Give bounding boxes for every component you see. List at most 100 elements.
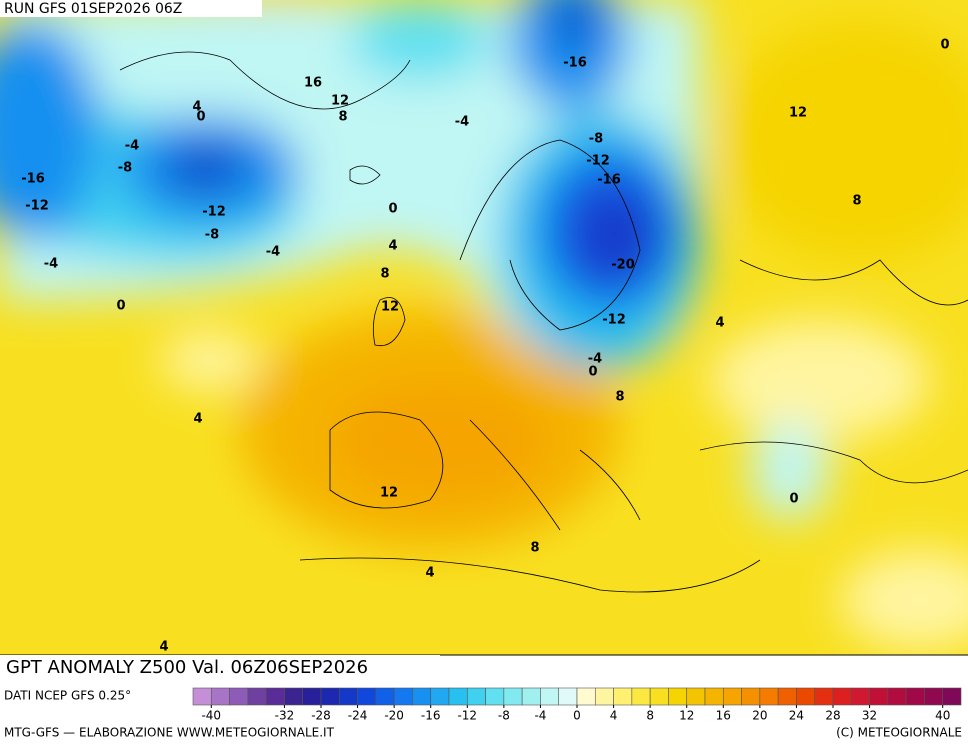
contour-label: -12: [25, 199, 49, 214]
title-box: [0, 655, 440, 682]
colorbar-tick-label: -12: [457, 709, 477, 723]
coastlines: [119, 51, 968, 593]
source-label: DATI NCEP GFS 0.25°: [4, 689, 131, 703]
colorbar-swatch: [869, 687, 889, 706]
colorbar-swatch: [704, 687, 724, 706]
colorbar-swatch: [905, 687, 925, 706]
colorbar-swatch: [777, 687, 797, 706]
colorbar-swatch: [540, 687, 560, 706]
anomaly-field: [0, 0, 968, 650]
colorbar-swatch: [850, 687, 870, 706]
colorbar-swatch: [924, 687, 944, 706]
contour-label: 0: [940, 38, 949, 53]
colorbar-swatch: [558, 687, 578, 706]
contour-label: -4: [125, 139, 139, 154]
colorbar-swatch: [485, 687, 505, 706]
contour-label: 0: [116, 299, 125, 314]
colorbar-swatch: [722, 687, 742, 706]
colorbar-swatch: [613, 687, 633, 706]
colorbar-tick-label: 24: [789, 709, 804, 723]
contour-label: 4: [388, 239, 397, 254]
contour-label: 16: [304, 76, 322, 91]
colorbar-tick-label: -32: [275, 709, 295, 723]
colorbar-swatch: [412, 687, 432, 706]
colorbar-tick-label: 4: [610, 709, 618, 723]
colorbar-tick-label: -8: [498, 709, 510, 723]
contour-label: 4: [192, 100, 201, 115]
colorbar-tick-label: -4: [534, 709, 546, 723]
colorbar-swatch: [338, 687, 358, 706]
colorbar-swatch: [832, 687, 852, 706]
contour-label: -4: [455, 115, 469, 130]
contour-label: -16: [21, 172, 45, 187]
colorbar-swatch: [247, 687, 267, 706]
contour-label: 4: [193, 412, 202, 427]
colorbar-swatch: [796, 687, 816, 706]
colorbar-swatch: [430, 687, 450, 706]
colorbar-swatch: [686, 687, 706, 706]
colorbar-tick-label: -24: [348, 709, 368, 723]
colorbar-swatch: [229, 687, 249, 706]
colorbar-tick-label: -16: [421, 709, 441, 723]
run-header: RUN GFS 01SEP2026 06Z: [4, 1, 182, 17]
contour-label: 12: [381, 300, 399, 315]
colorbar-swatch: [375, 687, 395, 706]
colorbar-tick-label: -20: [384, 709, 404, 723]
contour-label: -12: [586, 154, 610, 169]
contour-label: -8: [118, 161, 132, 176]
colorbar-swatch: [393, 687, 413, 706]
colorbar-tick-label: -40: [201, 709, 221, 723]
contour-label: 8: [380, 267, 389, 282]
colorbar-swatch: [576, 687, 596, 706]
contour-label: -4: [44, 257, 58, 272]
colorbar-tick-label: 0: [573, 709, 581, 723]
contour-label: 0: [196, 110, 205, 125]
colorbar-tick-label: 20: [752, 709, 767, 723]
colorbar-swatch: [503, 687, 523, 706]
contour-label: -20: [611, 258, 635, 273]
map-title: GPT ANOMALY Z500 Val. 06Z06SEP2026: [6, 657, 368, 678]
contour-label: 4: [425, 566, 434, 581]
map: -161208-4-8-12-16-20-12-40841612840-4-8-…: [0, 0, 968, 655]
contour-label: 12: [789, 106, 807, 121]
colorbar-swatch: [357, 687, 377, 706]
colorbar: -40 -32 -28 -24 -20 -16 -12 -8 -4 0 4 8 12 16 20 24 28 32…: [192, 687, 962, 723]
colorbar-tick-label: 28: [825, 709, 840, 723]
colorbar-swatch: [302, 687, 322, 706]
colorbar-swatch: [741, 687, 761, 706]
colorbar-swatch: [668, 687, 688, 706]
contour-label: 8: [615, 390, 624, 405]
contour-label: 0: [588, 365, 597, 380]
contour-label: 12: [380, 486, 398, 501]
contour-label: -16: [563, 56, 587, 71]
colorbar-swatch: [649, 687, 669, 706]
header-box: [0, 0, 262, 17]
contour-label: -4: [266, 245, 280, 260]
colorbar-tick-label: 12: [679, 709, 694, 723]
colorbar-swatch: [594, 687, 614, 706]
contour-label: 8: [338, 110, 347, 125]
colorbar-swatch: [814, 687, 834, 706]
colorbar-swatch: [320, 687, 340, 706]
colorbar-swatch: [448, 687, 468, 706]
colorbar-tick-label: 8: [646, 709, 654, 723]
contour-label: -8: [589, 132, 603, 147]
colorbar-swatch: [759, 687, 779, 706]
contour-label: -8: [205, 228, 219, 243]
colorbar-tick-label: 40: [935, 709, 950, 723]
contour-label: 8: [852, 194, 861, 209]
colorbar-swatch: [887, 687, 907, 706]
colorbar-tick-label: 32: [862, 709, 877, 723]
contour-label: 4: [715, 316, 724, 331]
colorbar-swatch: [284, 687, 304, 706]
contour-label: 12: [331, 94, 349, 109]
colorbar-swatch: [192, 687, 212, 706]
contour-label: -12: [202, 205, 226, 220]
contour-label: 0: [789, 492, 798, 507]
colorbar-swatch: [466, 687, 486, 706]
colorbar-swatch: [210, 687, 230, 706]
footer-left: MTG-GFS — ELABORAZIONE WWW.METEOGIORNALE…: [4, 726, 335, 740]
contour-label: 4: [159, 640, 168, 655]
colorbar-tick-label: 16: [716, 709, 731, 723]
